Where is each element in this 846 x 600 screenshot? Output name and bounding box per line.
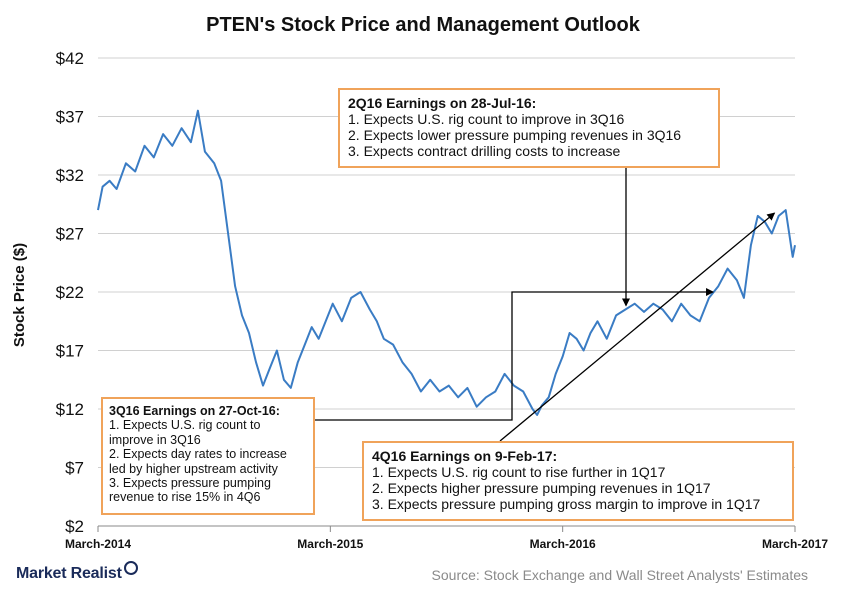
x-tick-label: March-2015 — [297, 537, 363, 551]
annotation-line: revenue to rise 15% in 4Q6 — [109, 490, 261, 505]
x-tick-label: March-2014 — [65, 537, 131, 551]
annotation-4q16: 4Q16 Earnings on 9-Feb-17: 1. Expects U.… — [362, 441, 794, 521]
logo-mark-icon — [123, 561, 138, 575]
y-axis-label: Stock Price ($) — [11, 243, 28, 347]
annotation-line: 1. Expects U.S. rig count to — [109, 418, 261, 433]
x-tick-label: March-2017 — [762, 537, 828, 551]
annotation-3q16: 3Q16 Earnings on 27-Oct-16: 1. Expects U… — [101, 397, 315, 515]
x-axis: March-2014 March-2015 March-2016 March-2017 — [65, 525, 828, 551]
y-tick-label: $32 — [56, 166, 84, 185]
annotation-line: led by higher upstream activity — [109, 461, 278, 476]
y-tick-label: $2 — [65, 517, 84, 536]
annotation-heading: 3Q16 Earnings on 27-Oct-16: — [109, 404, 280, 418]
price-line — [97, 109, 796, 416]
annotation-heading: 4Q16 Earnings on 9-Feb-17: — [372, 448, 558, 464]
annotation-2q16: 2Q16 Earnings on 28-Jul-16: 1. Expects U… — [338, 88, 720, 168]
y-tick-label: $17 — [56, 342, 84, 361]
y-tick-label: $12 — [56, 400, 84, 419]
annotation-line: 2. Expects lower pressure pumping revenu… — [348, 127, 682, 143]
annotation-line: 1. Expects U.S. rig count to rise furthe… — [372, 464, 666, 480]
annotation-line: 1. Expects U.S. rig count to improve in … — [348, 111, 625, 127]
annotation-line: 3. Expects pressure pumping — [109, 476, 271, 491]
x-tick-label: March-2016 — [530, 537, 596, 551]
y-tick-label: $22 — [56, 283, 84, 302]
price-series — [97, 109, 796, 416]
annotation-line: 2. Expects day rates to increase — [109, 447, 287, 462]
y-tick-label: $27 — [56, 225, 84, 244]
market-realist-logo: Market Realist — [16, 561, 138, 583]
chart-title: PTEN's Stock Price and Management Outloo… — [206, 14, 640, 36]
y-tick-label: $37 — [56, 108, 84, 127]
logo-text: Market Realist — [16, 565, 122, 582]
annotation-line: 3. Expects contract drilling costs to in… — [348, 143, 621, 159]
annotation-connectors — [315, 168, 776, 442]
y-tick-label: $42 — [56, 49, 84, 68]
annotation-line: 2. Expects higher pressure pumping reven… — [372, 480, 711, 496]
y-axis-ticks: $2 $7 $12 $17 $22 $27 $32 $37 $42 — [56, 49, 84, 536]
y-tick-label: $7 — [65, 459, 84, 478]
annotation-line: improve in 3Q16 — [109, 432, 201, 447]
source-note: Source: Stock Exchange and Wall Street A… — [431, 567, 808, 583]
annotation-line: 3. Expects pressure pumping gross margin… — [372, 496, 761, 512]
connector-4q16 — [499, 212, 776, 442]
connector-3q16 — [315, 288, 715, 421]
annotation-heading: 2Q16 Earnings on 28-Jul-16: — [348, 95, 537, 111]
